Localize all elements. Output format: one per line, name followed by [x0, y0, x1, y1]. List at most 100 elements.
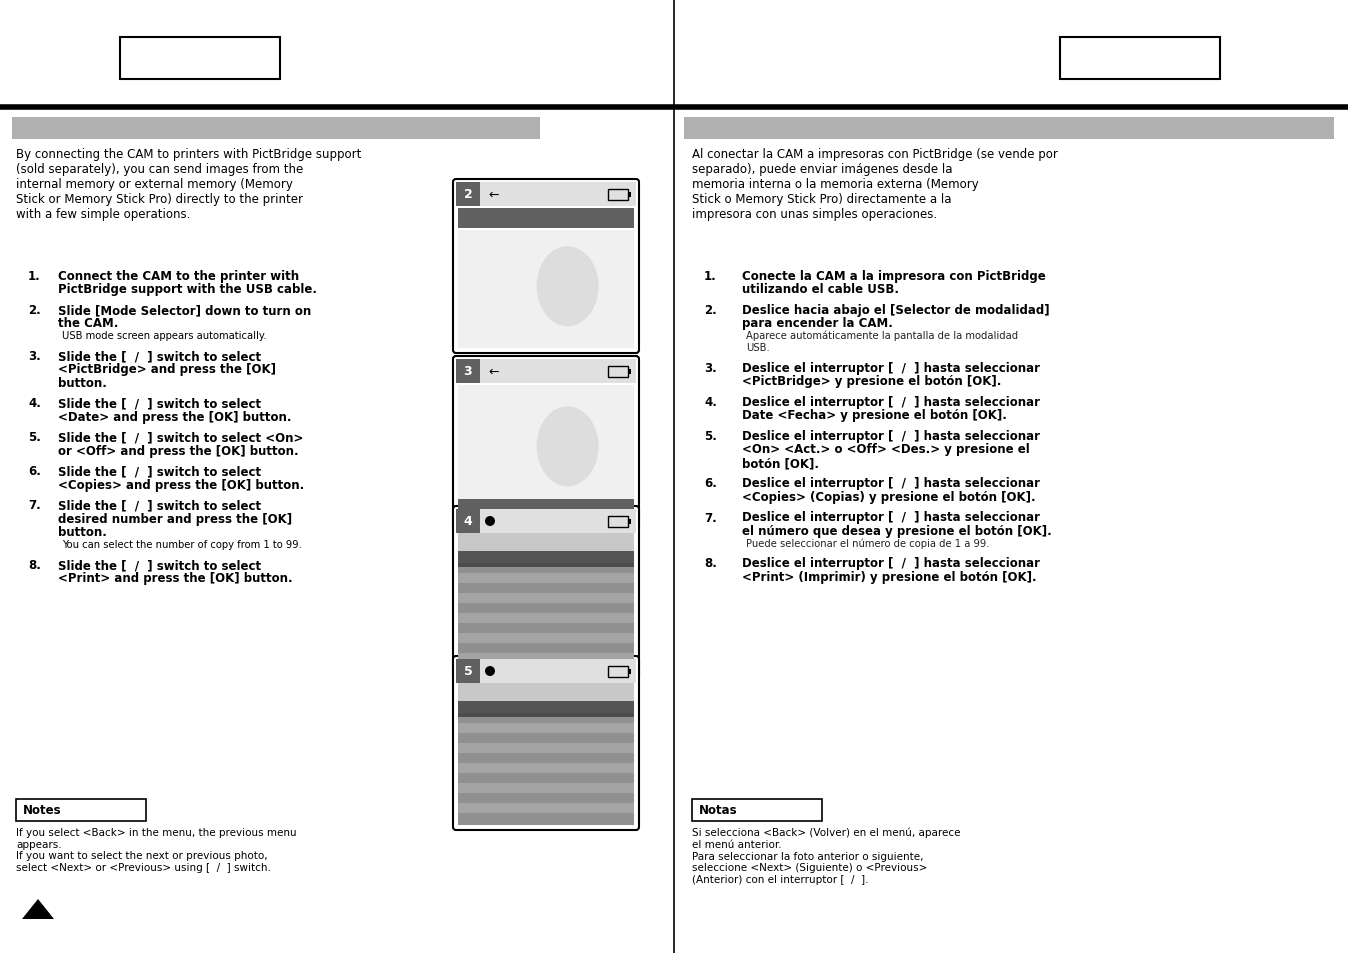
Bar: [628, 669, 631, 675]
Text: Slide the [  /  ] switch to select: Slide the [ / ] switch to select: [58, 397, 262, 410]
Text: Slide the [  /  ] switch to select: Slide the [ / ] switch to select: [58, 558, 262, 572]
Text: Notas: Notas: [700, 803, 737, 817]
Text: <PictBridge> and press the [OK]: <PictBridge> and press the [OK]: [58, 363, 276, 376]
Bar: [1060, 38, 1220, 80]
Text: 7.: 7.: [28, 499, 40, 512]
Text: 3: 3: [464, 365, 472, 378]
Text: USB mode screen appears automatically.: USB mode screen appears automatically.: [62, 331, 267, 340]
Text: 4.: 4.: [28, 397, 40, 410]
Text: <Copies> and press the [OK] button.: <Copies> and press the [OK] button.: [58, 478, 305, 492]
Bar: [458, 763, 634, 773]
Text: Aparece automáticamente la pantalla de la modalidad: Aparece automáticamente la pantalla de l…: [745, 331, 1018, 341]
Text: By connecting the CAM to printers with PictBridge support
(sold separately), you: By connecting the CAM to printers with P…: [16, 148, 361, 221]
Bar: [608, 367, 628, 377]
Text: Al conectar la CAM a impresoras con PictBridge (se vende por
separado), puede en: Al conectar la CAM a impresoras con Pict…: [692, 148, 1058, 221]
Text: 2.: 2.: [704, 304, 717, 316]
Text: Deslice el interruptor [  /  ] hasta seleccionar: Deslice el interruptor [ / ] hasta selec…: [741, 557, 1041, 570]
Text: utilizando el cable USB.: utilizando el cable USB.: [741, 283, 899, 296]
Text: desired number and press the [OK]: desired number and press the [OK]: [58, 513, 293, 525]
FancyBboxPatch shape: [453, 657, 639, 830]
Text: Conecte la CAM a la impresora con PictBridge: Conecte la CAM a la impresora con PictBr…: [741, 270, 1046, 283]
Bar: [628, 193, 631, 198]
Bar: [458, 386, 634, 501]
Bar: [458, 499, 634, 519]
Text: You can select the number of copy from 1 to 99.: You can select the number of copy from 1…: [62, 539, 302, 550]
Bar: [458, 534, 634, 563]
FancyBboxPatch shape: [453, 356, 639, 531]
Circle shape: [485, 666, 495, 677]
Bar: [608, 517, 628, 527]
Bar: [456, 510, 480, 534]
Bar: [458, 534, 634, 676]
Bar: [458, 783, 634, 793]
Text: 6.: 6.: [28, 465, 40, 478]
Text: 1.: 1.: [28, 270, 40, 283]
Text: 2: 2: [464, 189, 472, 201]
Bar: [458, 723, 634, 733]
Text: Connect the CAM to the printer with: Connect the CAM to the printer with: [58, 270, 299, 283]
Bar: [692, 800, 822, 821]
Text: 6.: 6.: [704, 477, 717, 490]
Text: 1.: 1.: [704, 270, 717, 283]
Text: Deslice el interruptor [  /  ] hasta seleccionar: Deslice el interruptor [ / ] hasta selec…: [741, 430, 1041, 442]
Text: Deslice hacia abajo el [Selector de modalidad]: Deslice hacia abajo el [Selector de moda…: [741, 304, 1050, 316]
Text: button.: button.: [58, 376, 106, 390]
Bar: [458, 701, 634, 718]
Bar: [458, 654, 634, 663]
Bar: [458, 552, 634, 567]
Text: botón [OK].: botón [OK].: [741, 456, 820, 470]
Text: <PictBridge> y presione el botón [OK].: <PictBridge> y presione el botón [OK].: [741, 375, 1002, 388]
Bar: [458, 614, 634, 623]
Bar: [480, 510, 636, 534]
Text: 3.: 3.: [704, 361, 717, 375]
Text: or <Off> and press the [OK] button.: or <Off> and press the [OK] button.: [58, 444, 299, 457]
Bar: [16, 800, 146, 821]
Text: button.: button.: [58, 526, 106, 539]
Bar: [456, 359, 480, 384]
Bar: [458, 683, 634, 713]
Ellipse shape: [537, 407, 599, 487]
Ellipse shape: [537, 247, 599, 327]
FancyBboxPatch shape: [453, 506, 639, 680]
Text: 7.: 7.: [704, 511, 717, 524]
Bar: [458, 803, 634, 813]
Polygon shape: [22, 899, 54, 919]
Text: PictBridge support with the USB cable.: PictBridge support with the USB cable.: [58, 283, 317, 296]
Bar: [480, 659, 636, 683]
Bar: [458, 634, 634, 643]
FancyBboxPatch shape: [453, 180, 639, 354]
Text: ←: ←: [488, 365, 499, 378]
Bar: [458, 594, 634, 603]
Text: <On> <Act.> o <Off> <Des.> y presione el: <On> <Act.> o <Off> <Des.> y presione el: [741, 443, 1030, 456]
Bar: [628, 519, 631, 524]
Text: para encender la CAM.: para encender la CAM.: [741, 317, 892, 330]
Bar: [608, 666, 628, 678]
Text: Slide the [  /  ] switch to select <On>: Slide the [ / ] switch to select <On>: [58, 431, 303, 444]
Text: 5.: 5.: [704, 430, 717, 442]
Text: 4: 4: [464, 515, 472, 528]
Text: Puede seleccionar el número de copia de 1 a 99.: Puede seleccionar el número de copia de …: [745, 537, 989, 548]
Text: <Copies> (Copias) y presione el botón [OK].: <Copies> (Copias) y presione el botón [O…: [741, 491, 1035, 503]
Bar: [458, 743, 634, 753]
Bar: [120, 38, 280, 80]
Text: ←: ←: [488, 189, 499, 201]
Text: Deslice el interruptor [  /  ] hasta seleccionar: Deslice el interruptor [ / ] hasta selec…: [741, 395, 1041, 409]
Text: Deslice el interruptor [  /  ] hasta seleccionar: Deslice el interruptor [ / ] hasta selec…: [741, 511, 1041, 524]
Text: 4.: 4.: [704, 395, 717, 409]
Text: Deslice el interruptor [  /  ] hasta seleccionar: Deslice el interruptor [ / ] hasta selec…: [741, 477, 1041, 490]
Text: 5: 5: [464, 665, 472, 678]
Bar: [458, 574, 634, 583]
Bar: [456, 183, 480, 207]
Text: Slide the [  /  ] switch to select: Slide the [ / ] switch to select: [58, 350, 262, 363]
Bar: [458, 683, 634, 825]
Text: 3.: 3.: [28, 350, 40, 363]
Text: If you select <Back> in the menu, the previous menu
appears.
If you want to sele: If you select <Back> in the menu, the pr…: [16, 827, 297, 872]
Text: the CAM.: the CAM.: [58, 317, 119, 330]
Text: <Print> (Imprimir) y presione el botón [OK].: <Print> (Imprimir) y presione el botón […: [741, 571, 1037, 583]
Text: Slide the [  /  ] switch to select: Slide the [ / ] switch to select: [58, 465, 262, 478]
Text: USB.: USB.: [745, 343, 770, 353]
Bar: [480, 359, 636, 384]
Text: Slide [Mode Selector] down to turn on: Slide [Mode Selector] down to turn on: [58, 304, 311, 316]
Text: <Date> and press the [OK] button.: <Date> and press the [OK] button.: [58, 411, 291, 423]
Bar: [683, 118, 1335, 140]
